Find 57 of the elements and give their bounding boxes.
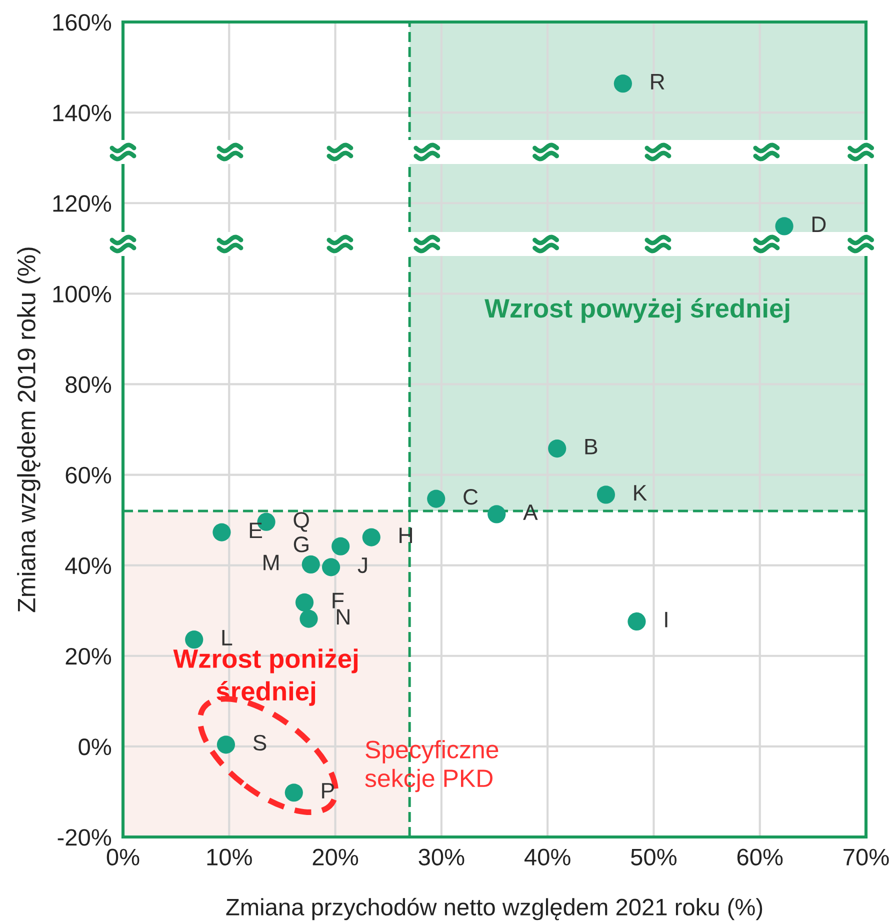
point — [332, 537, 350, 556]
annotation: G — [294, 536, 308, 552]
x-tick-label: 20% — [312, 848, 358, 866]
annotation: E — [250, 522, 262, 538]
annotation: D — [812, 216, 826, 232]
y-tick-label: 60% — [66, 466, 112, 484]
y-tick-label: 100% — [53, 286, 112, 302]
y-tick-label: 40% — [65, 557, 112, 574]
annotation: C — [464, 489, 478, 505]
annotation: B — [585, 438, 598, 454]
y-axis-title: Zmiana względem 2019 roku (%) — [17, 248, 40, 612]
point — [628, 612, 646, 631]
annotation: K — [634, 485, 647, 500]
point — [488, 505, 506, 524]
annotation: F — [332, 592, 344, 608]
point — [596, 486, 616, 504]
point — [212, 523, 231, 542]
x-axis-title: Zmiana przychodów netto względem 2021 roku (%) — [226, 898, 762, 920]
point — [322, 558, 340, 576]
annotation: P — [322, 783, 334, 798]
x-tick-label: 40% — [524, 848, 570, 866]
band-label: Wzrost powyżej średniej — [484, 298, 790, 323]
point — [427, 490, 446, 508]
point — [284, 784, 303, 802]
y-tick-label: 80% — [66, 376, 112, 394]
annotation: R — [651, 74, 664, 90]
point — [362, 528, 380, 546]
y-tick-label: 120% — [53, 195, 112, 212]
y-tick-label: -20% — [58, 829, 112, 846]
annotation: M — [264, 554, 278, 570]
y-tick-label: 0% — [78, 738, 112, 756]
x-tick-label: 60% — [737, 848, 783, 866]
x-tick-label: 30% — [418, 848, 464, 866]
x-tick-label: 70% — [844, 848, 889, 866]
point — [295, 593, 314, 612]
x-tick-label: 10% — [207, 848, 252, 866]
annotation: I — [665, 612, 668, 628]
point — [185, 630, 204, 649]
annotation: N — [336, 609, 350, 625]
annotation: L — [222, 630, 232, 646]
x-tick-label: 50% — [631, 848, 677, 866]
point — [300, 610, 318, 628]
annotation: J — [358, 558, 367, 574]
point — [775, 217, 794, 236]
y-tick-label: 20% — [66, 648, 112, 665]
annotation: S — [253, 734, 266, 751]
annotation: Q — [294, 512, 309, 532]
point — [548, 439, 566, 458]
annotation: Specyficzne sekcje PKD — [365, 740, 498, 792]
band-label: Wzrost poniżej średniej — [173, 648, 358, 706]
point — [614, 74, 632, 93]
y-tick-label: 140% — [53, 104, 112, 122]
y-tick-label: 160% — [53, 14, 112, 31]
point — [216, 736, 236, 754]
annotation: H — [400, 528, 412, 544]
x-tick-label: 0% — [106, 848, 140, 866]
point — [302, 555, 320, 574]
